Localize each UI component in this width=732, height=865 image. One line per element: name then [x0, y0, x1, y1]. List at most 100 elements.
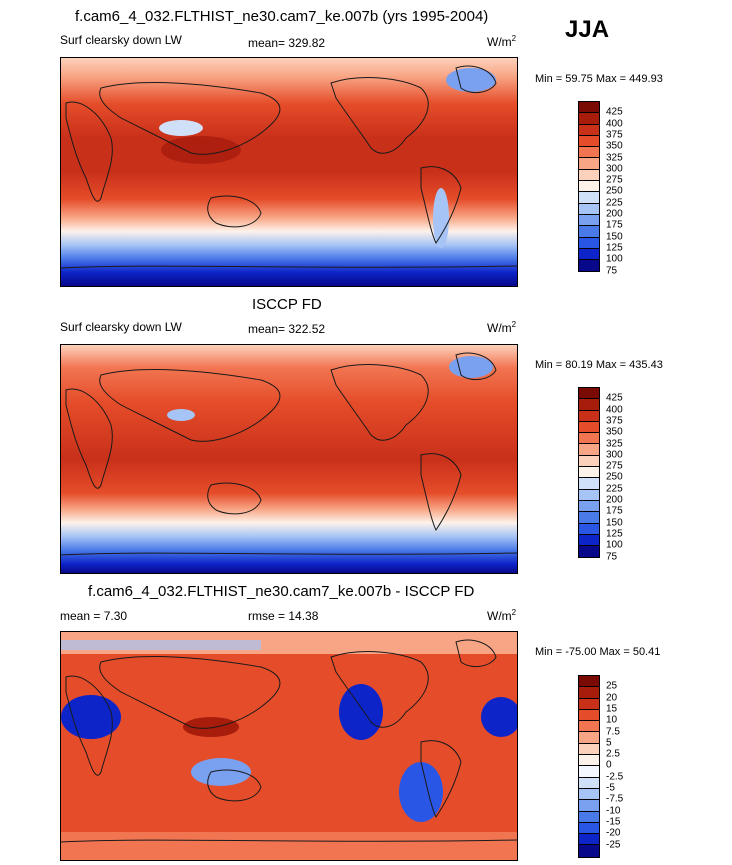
- colorbar-tick-label: -15: [606, 816, 621, 828]
- panel3-atlantic-cold-east: [481, 697, 517, 737]
- panel1-units: W/m2: [487, 34, 517, 49]
- colorbar-tick-label: -2.5: [606, 771, 624, 783]
- panel2-mean-label: mean= 322.52: [248, 322, 326, 336]
- colorbar-cell: [579, 158, 599, 170]
- panel1-map-svg: [61, 58, 517, 286]
- colorbar-cell: [579, 743, 599, 756]
- colorbar-cell: [579, 248, 599, 261]
- panel1-andes-low: [433, 188, 449, 248]
- colorbar-cell: [579, 676, 599, 688]
- colorbar-cell: [579, 169, 599, 182]
- colorbar-tick-label: 225: [606, 197, 623, 209]
- colorbar-cell: [579, 766, 599, 778]
- colorbar-tick-label: 300: [606, 163, 623, 175]
- colorbar-tick-label: 175: [606, 219, 623, 231]
- colorbar-tick-label: 25: [606, 680, 618, 692]
- colorbar-cell: [579, 124, 599, 136]
- colorbar-tick-label: 100: [606, 253, 623, 265]
- panel3-south-america-cold: [399, 762, 443, 822]
- colorbar-tick-label: 425: [606, 392, 623, 404]
- panel1-map: [60, 57, 518, 287]
- panel3-north-cool: [61, 640, 261, 650]
- colorbar-cell: [579, 822, 599, 835]
- colorbar-cell: [579, 732, 599, 744]
- panel1-min-max: Min = 59.75 Max = 449.93: [535, 73, 663, 85]
- colorbar-tick-label: 15: [606, 703, 618, 715]
- colorbar-cell: [579, 203, 599, 215]
- colorbar-cell: [579, 687, 599, 699]
- panel3-rmse-label: rmse = 14.38: [248, 609, 319, 623]
- colorbar-cell: [579, 811, 599, 823]
- panel3-title: f.cam6_4_032.FLTHIST_ne30.cam7_ke.007b -…: [88, 583, 475, 600]
- colorbar-tick-label: 400: [606, 118, 623, 130]
- panel2-tibet-low: [167, 409, 195, 421]
- colorbar-tick-label: -5: [606, 782, 615, 794]
- panel2-title: ISCCP FD: [252, 296, 322, 313]
- colorbar-cell: [579, 512, 599, 524]
- colorbar-tick-label: 375: [606, 129, 623, 141]
- panel2-min-max: Min = 80.19 Max = 435.43: [535, 359, 663, 371]
- colorbar-tick-label: 125: [606, 242, 623, 254]
- colorbar-cell: [579, 237, 599, 249]
- colorbar-tick-label: 0: [606, 759, 612, 771]
- colorbar-cell: [579, 523, 599, 535]
- colorbar-cell: [579, 467, 599, 479]
- colorbar-tick-label: 75: [606, 551, 618, 562]
- colorbar-tick-label: 275: [606, 460, 623, 472]
- colorbar-cell: [579, 478, 599, 490]
- colorbar-tick-label: 225: [606, 483, 623, 495]
- colorbar-cell: [579, 181, 599, 193]
- panel2-units: W/m2: [487, 320, 517, 335]
- colorbar-tick-label: 100: [606, 539, 623, 551]
- colorbar-cell: [579, 845, 599, 857]
- panel2-greenland-low: [449, 356, 493, 378]
- colorbar-tick-label: 200: [606, 494, 623, 506]
- colorbar-cell: [579, 433, 599, 445]
- colorbar-cell: [579, 444, 599, 456]
- panel3-min-max: Min = -75.00 Max = 50.41: [535, 646, 661, 658]
- colorbar-tick-label: 400: [606, 404, 623, 416]
- panel1-variable-label: Surf clearsky down LW: [60, 33, 182, 47]
- colorbar-tick-label: 275: [606, 174, 623, 186]
- colorbar-tick-label: -20: [606, 827, 621, 839]
- panel2-map-svg: [61, 345, 517, 573]
- colorbar-tick-label: 5: [606, 737, 612, 749]
- panel3-coastlines: [61, 639, 517, 843]
- colorbar-cell: [579, 192, 599, 204]
- panel3-australia-cool: [191, 758, 251, 786]
- colorbar-tick-label: 250: [606, 185, 623, 197]
- colorbar-tick-label: 7.5: [606, 726, 620, 737]
- colorbar-tick-label: 325: [606, 438, 623, 449]
- colorbar-tick-label: 250: [606, 471, 623, 483]
- panel3-indo-warm: [183, 717, 239, 737]
- colorbar-tick-label: 175: [606, 505, 623, 517]
- colorbar-tick-label: 200: [606, 208, 623, 220]
- panel1-tibet-low: [159, 120, 203, 136]
- panel3-units: W/m2: [487, 608, 517, 623]
- panel1-mean-label: mean= 329.82: [248, 36, 326, 50]
- colorbar-tick-label: 20: [606, 692, 618, 704]
- colorbar-cell: [579, 489, 599, 501]
- colorbar-tick-label: 300: [606, 449, 623, 461]
- panel1-coastlines: [61, 65, 517, 269]
- colorbar-cell: [579, 721, 599, 733]
- panel3-map-svg: [61, 632, 517, 860]
- colorbar-cell: [579, 500, 599, 513]
- colorbar-tick-label: 2.5: [606, 748, 620, 760]
- colorbar-cell: [579, 698, 599, 710]
- colorbar-tick-label: 150: [606, 517, 623, 529]
- panel3-antarctic-band: [61, 832, 517, 860]
- colorbar-cell: [579, 788, 599, 801]
- colorbar-cell: [579, 135, 599, 148]
- colorbar-tick-label: 350: [606, 140, 623, 152]
- colorbar-cell: [579, 147, 599, 159]
- panel3-map: [60, 631, 518, 861]
- colorbar-tick-label: 375: [606, 415, 623, 427]
- colorbar-tick-label: -10: [606, 805, 621, 817]
- colorbar-cell: [579, 214, 599, 227]
- panel1-greenland-low: [446, 68, 496, 92]
- panel2-coastlines: [61, 352, 517, 556]
- colorbar-tick-label: 425: [606, 106, 623, 118]
- panel3-colorbar: [578, 675, 600, 858]
- colorbar-cell: [579, 755, 599, 767]
